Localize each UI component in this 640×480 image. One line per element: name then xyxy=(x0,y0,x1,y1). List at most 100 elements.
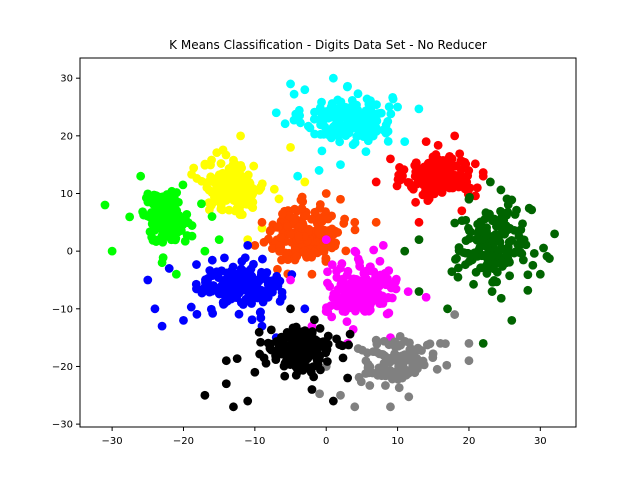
data-point xyxy=(401,370,411,380)
data-point xyxy=(157,321,167,331)
data-point xyxy=(386,283,396,293)
data-point xyxy=(250,240,260,250)
data-point xyxy=(356,377,366,387)
chart-title: K Means Classification - Digits Data Set… xyxy=(169,38,487,52)
data-point xyxy=(335,137,345,147)
data-point xyxy=(464,356,474,366)
data-point xyxy=(258,254,267,264)
data-point xyxy=(322,357,332,366)
data-point xyxy=(367,123,377,133)
data-point xyxy=(392,181,402,191)
data-point xyxy=(342,283,352,293)
data-point xyxy=(296,195,306,205)
data-point xyxy=(479,228,489,237)
data-point xyxy=(296,339,306,348)
data-point xyxy=(239,281,249,291)
data-point xyxy=(234,309,244,319)
data-point xyxy=(332,273,342,282)
data-point xyxy=(280,332,290,342)
data-point xyxy=(413,343,423,353)
data-point xyxy=(406,344,415,354)
data-point xyxy=(273,223,283,232)
data-point xyxy=(372,116,382,126)
data-point xyxy=(319,243,329,253)
data-point xyxy=(225,182,235,192)
data-point xyxy=(350,246,360,256)
data-point xyxy=(300,85,310,95)
data-point xyxy=(374,109,384,118)
data-point xyxy=(523,270,533,280)
data-point xyxy=(192,309,202,319)
data-point xyxy=(457,206,467,216)
data-point xyxy=(301,211,311,221)
data-point xyxy=(261,358,271,368)
data-point xyxy=(386,154,395,164)
data-point xyxy=(414,104,424,114)
data-point xyxy=(408,184,418,194)
data-point xyxy=(207,212,217,221)
data-point xyxy=(395,163,404,172)
data-point xyxy=(378,240,388,250)
data-point xyxy=(256,183,266,193)
data-point xyxy=(192,260,201,269)
data-point xyxy=(340,214,349,224)
data-point xyxy=(432,158,442,168)
x-tick-label: −30 xyxy=(102,436,123,447)
data-point xyxy=(384,102,394,112)
data-point xyxy=(341,246,351,256)
data-point xyxy=(393,102,402,112)
data-point xyxy=(337,341,347,351)
data-point xyxy=(218,145,228,155)
data-point xyxy=(507,315,517,325)
data-point xyxy=(309,114,319,124)
data-point xyxy=(153,235,163,245)
data-point xyxy=(411,197,421,207)
data-point xyxy=(333,104,343,114)
data-point xyxy=(243,240,253,250)
data-point xyxy=(217,188,227,198)
x-tick-label: 10 xyxy=(391,436,404,447)
data-point xyxy=(403,287,413,297)
data-point xyxy=(353,89,363,99)
data-point xyxy=(255,286,265,295)
data-point xyxy=(433,140,443,150)
data-point xyxy=(243,190,252,200)
data-point xyxy=(239,274,249,284)
data-point xyxy=(498,260,508,270)
data-point xyxy=(419,170,428,180)
data-point xyxy=(176,214,186,224)
x-tick-label: −20 xyxy=(173,436,194,447)
data-point xyxy=(445,167,455,177)
data-point xyxy=(375,256,385,266)
data-point xyxy=(391,274,401,284)
data-point xyxy=(366,266,375,276)
data-point xyxy=(292,251,302,261)
data-point xyxy=(221,356,231,366)
y-tick-label: −30 xyxy=(52,420,73,431)
data-point xyxy=(323,214,333,224)
data-point xyxy=(355,257,364,267)
data-point xyxy=(421,292,431,302)
data-point xyxy=(271,108,281,118)
data-point xyxy=(383,136,393,146)
data-point xyxy=(289,115,299,125)
data-point xyxy=(342,317,352,327)
data-point xyxy=(214,235,224,245)
data-point xyxy=(336,194,345,204)
data-point xyxy=(404,178,414,188)
data-point xyxy=(336,97,346,107)
data-point xyxy=(309,372,319,382)
data-point xyxy=(400,246,410,256)
data-point xyxy=(323,267,332,277)
data-point xyxy=(362,282,371,291)
data-point xyxy=(550,229,559,239)
data-point xyxy=(143,275,153,285)
data-point xyxy=(422,340,432,350)
cluster-9-points xyxy=(200,304,355,412)
data-point xyxy=(294,231,303,241)
data-point xyxy=(323,307,333,317)
data-point xyxy=(419,180,429,190)
data-point xyxy=(384,369,394,379)
data-point xyxy=(290,213,300,223)
